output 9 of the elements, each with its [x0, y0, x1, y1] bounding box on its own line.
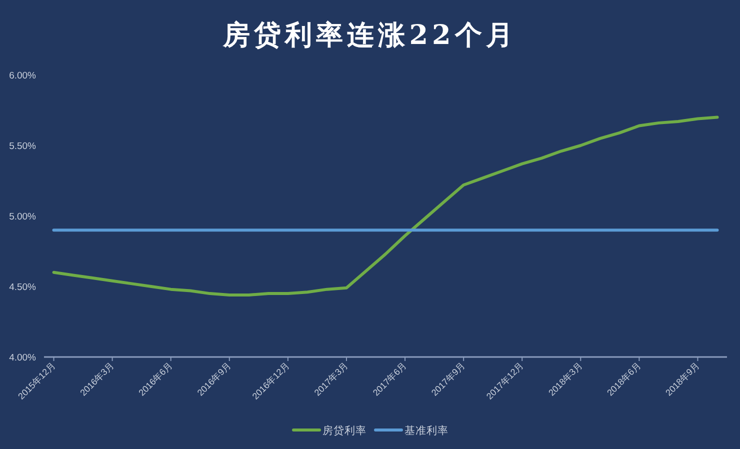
chart-title: 房贷利率连涨22个月: [222, 20, 517, 51]
y-tick-label: 5.00%: [9, 212, 37, 222]
legend-label: 基准利率: [404, 424, 448, 437]
line-series: [52, 116, 719, 296]
y-tick-label: 5.50%: [9, 141, 37, 152]
y-tick-label: 4.50%: [9, 282, 37, 293]
legend-label: 房贷利率: [322, 424, 366, 437]
y-tick-label: 6.00%: [9, 70, 37, 82]
y-tick-label: 4.00%: [9, 352, 37, 364]
